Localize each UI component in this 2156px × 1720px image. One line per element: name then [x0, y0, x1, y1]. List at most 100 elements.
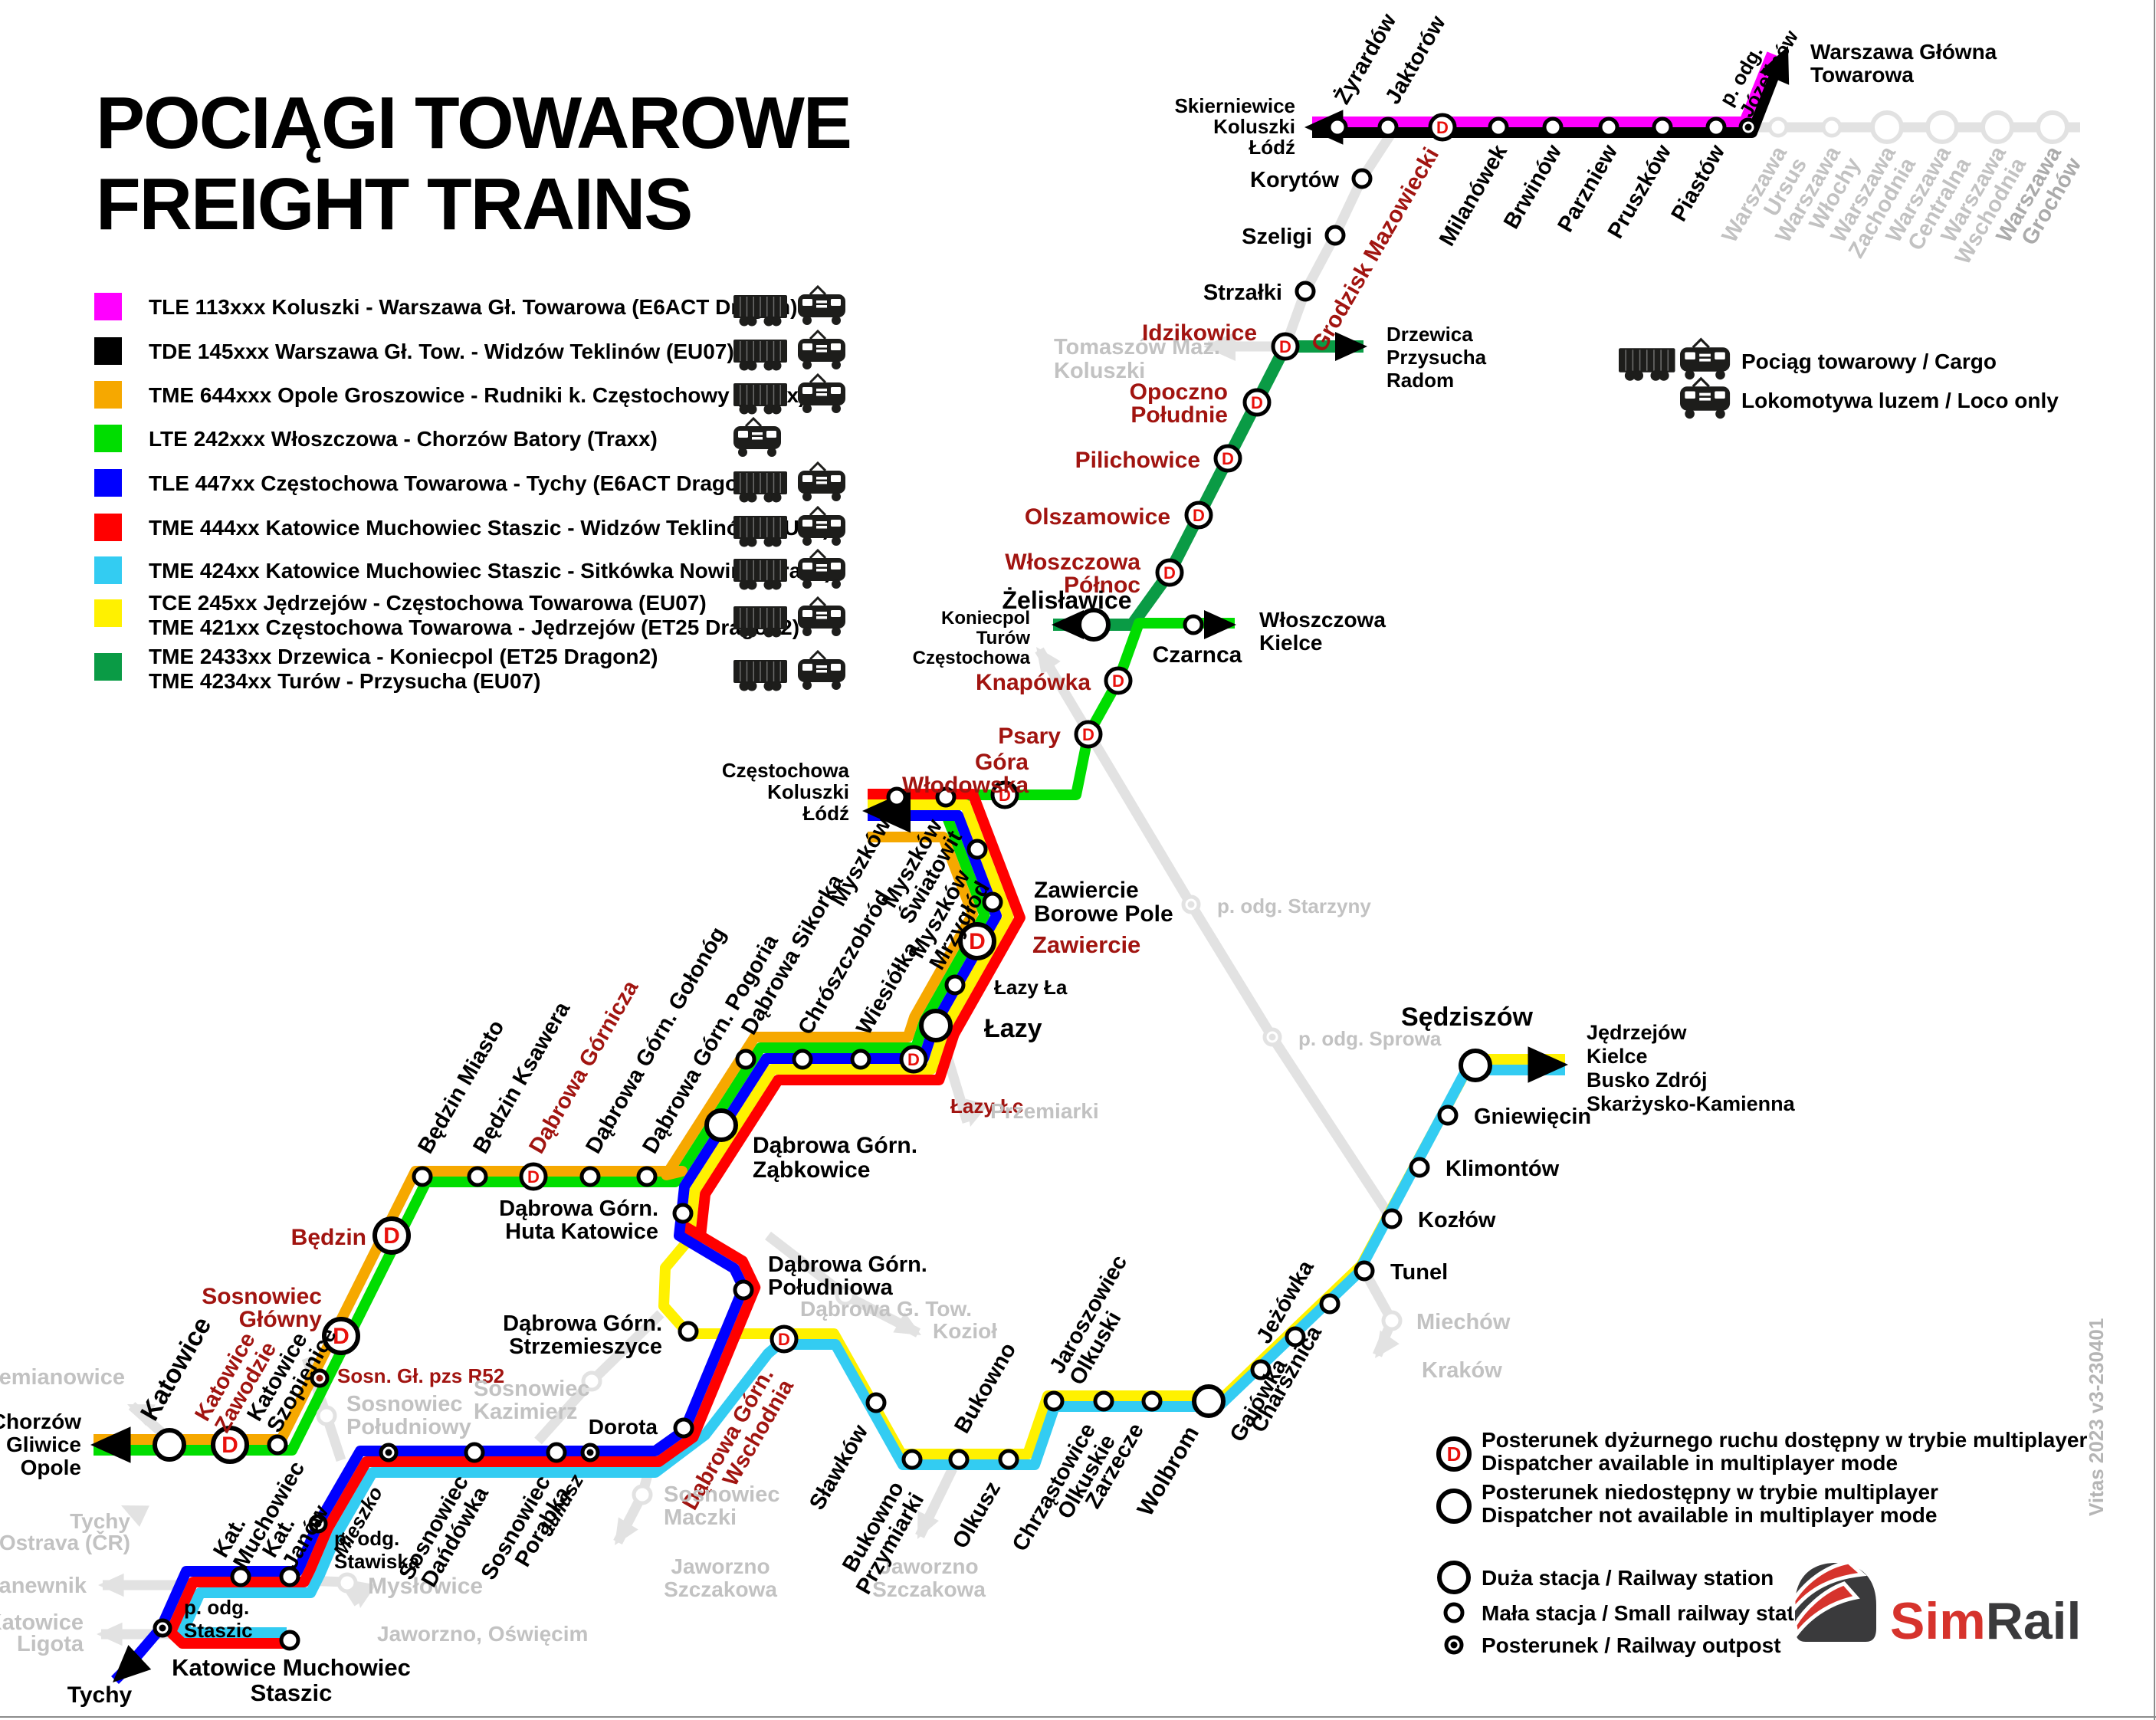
- label-tychy-line-1: Ostrava (ČR): [0, 1530, 130, 1554]
- label-katowice-muchowiec: Katowice Muchowiec Staszic: [172, 1654, 411, 1706]
- label-dąbrowa-g-tow-: Dąbrowa G. Tow.: [800, 1297, 972, 1321]
- locomotive-icon: [733, 416, 781, 457]
- legend-color-swatch: [94, 381, 122, 409]
- label-dąbrowa-górn--line-0: Dąbrowa Górn.: [503, 1311, 662, 1336]
- cargo-wagon-icon: [733, 516, 787, 547]
- station-warszawa-wlochy: [1821, 117, 1843, 138]
- label-kraków: Kraków: [1422, 1358, 1502, 1383]
- gray-direction-arrow-icon-10: [127, 1404, 156, 1426]
- gray-direction-arrow-icon-20: [1036, 647, 1061, 675]
- label-drzewica: Drzewica Przysucha Radom: [1386, 323, 1487, 392]
- label-kozłów: Kozłów: [1418, 1208, 1496, 1233]
- station-myszkow-swiatowit: [935, 786, 957, 808]
- label-sławków: Sławków: [805, 1420, 873, 1514]
- poster-title-pl: POCIĄGI TOWAROWE: [96, 82, 851, 164]
- label-koniecpol: Koniecpol Turów Częstochowa: [913, 608, 1031, 668]
- label-skierniewice-line-0: Skierniewice: [1174, 94, 1295, 117]
- label-kozłów-line-0: Kozłów: [1418, 1208, 1496, 1233]
- label-p-odg-sprowa: p. odg. Sprowa: [1298, 1027, 1442, 1050]
- station-gniewiecin: [1437, 1105, 1459, 1126]
- label-pilichowice-line-0: Pilichowice: [1075, 448, 1200, 473]
- dispatcher-d-glyph: D: [1447, 1443, 1462, 1466]
- locomotive-icon: [798, 461, 845, 501]
- dispatcher-d-glyph: D: [1279, 337, 1291, 356]
- station-olkusz: [998, 1449, 1019, 1470]
- simrail-logo-icon: [1791, 1560, 1876, 1642]
- legend-station-row-2: Duża stacja / Railway station: [1437, 1561, 1774, 1594]
- label-olszamowice: Olszamowice: [1025, 504, 1170, 530]
- legend-route-row-6: TME 424xx Katowice Muchowiec Staszic - S…: [94, 548, 845, 590]
- label-katowice-muchowiec-line-0: Katowice Muchowiec: [172, 1654, 411, 1681]
- legend-route-text: TDE 145xxx Warszawa Gł. Tow. - Widzów Te…: [149, 340, 734, 363]
- station-zawiercie: D: [958, 922, 996, 960]
- label-sosnowiec-line-1: Główny: [239, 1307, 323, 1332]
- label-psary-line-0: Psary: [998, 724, 1061, 749]
- gray-direction-arrow-icon-11: [121, 1505, 149, 1527]
- label-korytów-line-0: Korytów: [1250, 168, 1339, 192]
- legend-color-swatch: [94, 293, 122, 320]
- label-p-odg-starzyny-line-0: p. odg. Starzyny: [1217, 894, 1371, 917]
- label-strzałki: Strzałki: [1203, 281, 1282, 305]
- dispatcher-d-glyph: D: [778, 1330, 790, 1349]
- label-olkusz: Olkusz: [948, 1478, 1006, 1553]
- label-olszamowice-line-0: Olszamowice: [1025, 504, 1170, 530]
- label-siemianowice-line-0: Siemianowice: [0, 1365, 125, 1390]
- legend-train-text: Lokomotywa luzem / Loco only: [1741, 389, 2059, 412]
- station-lazy-la: [944, 974, 966, 996]
- label-psary: Psary: [998, 724, 1061, 749]
- label-kraków-line-0: Kraków: [1422, 1358, 1502, 1383]
- label-sosn-gł-pzs-r52-line-0: Sosn. Gł. pzs R52: [337, 1364, 504, 1387]
- label-żelisławice: Żelisławice: [1003, 586, 1132, 614]
- label-mysłowice: Mysłowice: [368, 1574, 483, 1599]
- label-sosnowiec-line-0: Sosnowiec: [474, 1377, 590, 1401]
- label-częstochowa: Częstochowa Koluszki Łódź: [722, 759, 850, 825]
- label-sosnowiec-line-0: Sosnowiec: [346, 1392, 463, 1416]
- label-dorota: Dorota: [589, 1415, 658, 1439]
- station-dorota: [673, 1417, 694, 1439]
- map-header: POCIĄGI TOWAROWE FREIGHT TRAINS: [96, 82, 852, 245]
- label-sosnowiec: Sosnowiec Kazimierz: [474, 1377, 590, 1424]
- label-dąbrowa-górn--line-1: Ząbkowice: [753, 1157, 870, 1183]
- label-dąbrowa-górn--line-1: Huta Katowice: [505, 1219, 658, 1244]
- label-jaworzno: Jaworzno Szczakowa: [872, 1554, 986, 1601]
- label-włoszczowa-line-1: Północ: [1064, 573, 1140, 598]
- dispatcher-d-glyph: D: [333, 1324, 349, 1349]
- legend-route-text: TME 4234xx Turów - Przysucha (EU07): [149, 669, 540, 693]
- station-katowice-szopienice: [267, 1434, 288, 1456]
- label-tychy-line-0: Tychy: [70, 1509, 130, 1533]
- cargo-wagon-icon: [733, 340, 787, 371]
- label-włoszczowa-line-0: Włoszczowa: [1259, 608, 1386, 632]
- label-dąbrowa-górn--line-0: Dąbrowa Górn.: [768, 1252, 927, 1277]
- station-dabrowa-gorn-zabkowice: [704, 1108, 738, 1142]
- label-siemianowice: Siemianowice: [0, 1365, 125, 1390]
- label-mysłowice-line-0: Mysłowice: [368, 1574, 483, 1599]
- label-p-odg-: p. odg. Stawiska: [334, 1527, 420, 1573]
- station-sosnowiec-porabka: [546, 1442, 567, 1463]
- label-dąbrowa-górn--line-1: Strzemieszyce: [509, 1334, 662, 1359]
- station-warszawa-grochow: [2036, 110, 2069, 144]
- legend-color-swatch: [94, 514, 122, 541]
- label-opoczno: Opoczno Południe: [1130, 379, 1228, 428]
- label-łazy-line-0: Łazy: [984, 1014, 1042, 1043]
- label-p-odg-starzyny: p. odg. Starzyny: [1217, 894, 1371, 917]
- station-katowice-zawodzie: D: [211, 1426, 249, 1464]
- direction-arrow-icon-4: [1052, 610, 1084, 639]
- label-tomaszów-maz-: Tomaszów Maz. Koluszki: [1054, 335, 1220, 383]
- station-olszamowice: D: [1184, 501, 1213, 530]
- legend-color-swatch: [94, 556, 122, 584]
- station-zelislawice: [1077, 608, 1111, 642]
- route-warsaw-magenta: [1312, 51, 1777, 127]
- label-warszawa-główna-line-1: Towarowa: [1810, 63, 1914, 87]
- logo-red-swoosh-upper: [1791, 1560, 1867, 1616]
- legend-route-text: TLE 113xxx Koluszki - Warszawa Gł. Towar…: [149, 295, 797, 319]
- dispatcher-d-glyph: D: [1193, 506, 1205, 525]
- label-sosnowiec-line-1: Kazimierz: [474, 1400, 577, 1424]
- station-kozlow: [1381, 1208, 1403, 1229]
- legend-route-text: TLE 447xx Częstochowa Towarowa - Tychy (…: [149, 471, 759, 495]
- label-czarnca: Czarnca: [1153, 642, 1242, 668]
- station-szeligi: [1324, 225, 1346, 246]
- label-skierniewice-line-2: Łódź: [1249, 136, 1295, 159]
- label-piastów: Piastów: [1667, 140, 1731, 225]
- label-p-odg-sprowa-line-0: p. odg. Sprowa: [1298, 1027, 1442, 1050]
- label-kozioł-line-0: Kozioł: [933, 1319, 997, 1343]
